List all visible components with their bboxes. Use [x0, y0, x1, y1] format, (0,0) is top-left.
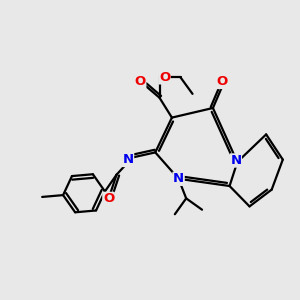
Text: O: O [159, 71, 170, 84]
Text: N: N [122, 154, 134, 166]
Text: O: O [134, 75, 146, 88]
Text: O: O [216, 75, 227, 88]
Text: N: N [230, 154, 242, 167]
Text: N: N [173, 172, 184, 185]
Text: O: O [103, 192, 114, 206]
